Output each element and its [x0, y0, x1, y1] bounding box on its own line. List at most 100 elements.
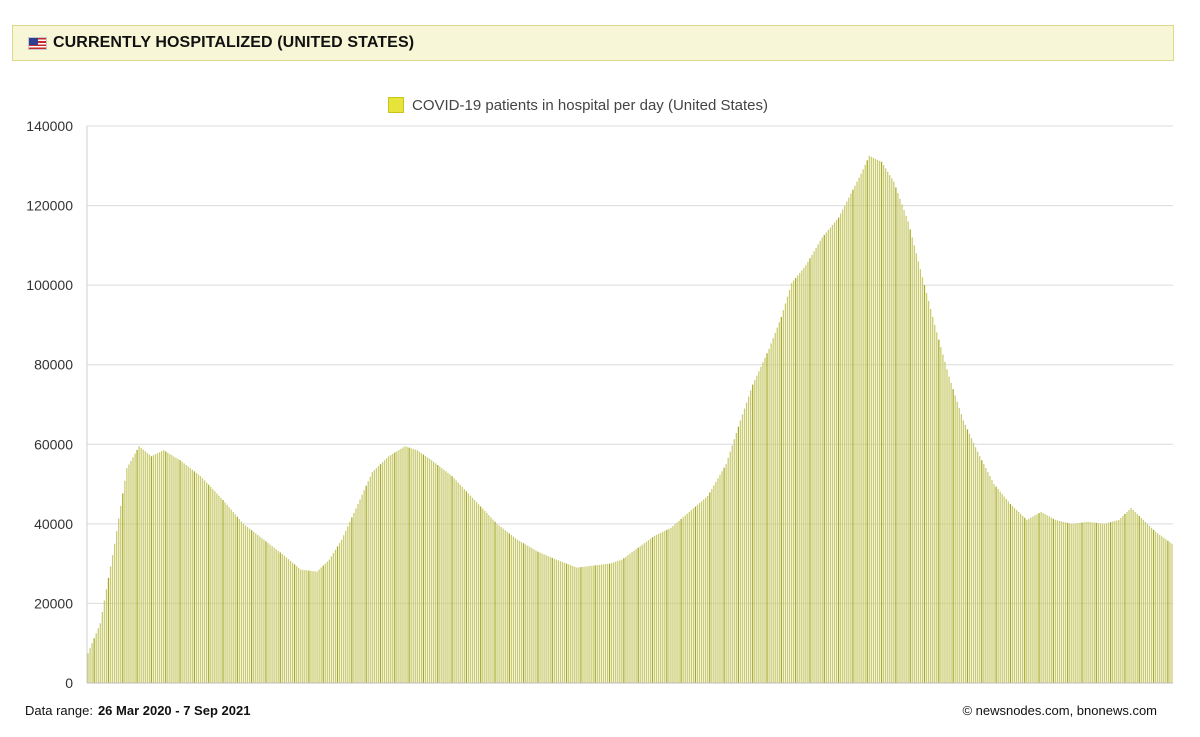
bar — [124, 480, 126, 683]
bar — [758, 371, 760, 683]
bar — [163, 450, 165, 683]
bar — [844, 205, 846, 683]
y-tick-label: 100000 — [26, 277, 73, 293]
bar — [1081, 522, 1083, 683]
bar — [338, 543, 341, 683]
bar — [216, 493, 218, 683]
bar — [435, 463, 437, 683]
bar — [846, 201, 848, 683]
bar — [144, 451, 146, 683]
bar — [514, 538, 517, 683]
bar — [705, 497, 707, 683]
bar — [293, 564, 296, 683]
bar — [1038, 513, 1040, 683]
bar — [97, 628, 99, 683]
bar — [291, 562, 294, 683]
bar — [109, 566, 112, 683]
bar — [891, 178, 893, 683]
bar — [1142, 519, 1144, 683]
bar — [504, 530, 506, 683]
bar — [349, 521, 351, 683]
bar — [543, 554, 545, 683]
bar — [396, 451, 398, 683]
bar — [678, 520, 680, 683]
chart-legend[interactable]: COVID-19 patients in hospital per day (U… — [388, 95, 768, 115]
bar — [379, 464, 382, 683]
bar — [347, 526, 349, 683]
bar — [792, 280, 795, 683]
copyright-text: © newsnodes.com, bnonews.com — [962, 703, 1157, 718]
bar — [950, 382, 952, 683]
bar — [598, 564, 600, 683]
bar — [553, 558, 555, 683]
bar — [465, 491, 468, 683]
bar — [561, 562, 564, 683]
bar — [420, 453, 423, 683]
data-range-value: 26 Mar 2020 - 7 Sep 2021 — [97, 703, 251, 718]
bar — [876, 159, 879, 683]
bar — [520, 542, 523, 683]
bar — [850, 193, 852, 683]
bar — [152, 455, 155, 683]
bar — [557, 560, 560, 683]
bar — [848, 197, 850, 684]
bar — [492, 519, 494, 683]
bar — [1069, 523, 1071, 683]
bar — [938, 339, 940, 683]
bar — [694, 506, 697, 683]
bar — [952, 389, 954, 683]
bar — [760, 366, 762, 683]
bar — [993, 484, 995, 683]
bar — [171, 455, 173, 683]
bar — [870, 156, 872, 683]
bar — [551, 557, 553, 683]
bar — [1017, 511, 1020, 683]
bar — [737, 426, 740, 683]
bar — [449, 474, 451, 683]
bar — [392, 453, 394, 683]
bar — [1085, 522, 1087, 683]
bar — [803, 267, 805, 683]
bar — [905, 215, 907, 684]
bar — [1169, 542, 1171, 683]
bar — [443, 469, 445, 683]
bar — [430, 460, 433, 683]
bar — [999, 491, 1001, 683]
bar — [365, 485, 367, 683]
bar — [1046, 515, 1048, 683]
bar — [932, 316, 934, 683]
bar — [1132, 509, 1134, 683]
bar — [649, 538, 652, 683]
bar — [821, 237, 823, 683]
bar — [154, 454, 157, 683]
bar — [660, 532, 662, 683]
bar — [809, 258, 811, 683]
bar — [578, 567, 580, 683]
bar — [856, 181, 858, 683]
bar — [764, 357, 766, 683]
bar — [156, 453, 159, 683]
bar — [921, 277, 924, 683]
bar — [1056, 520, 1059, 683]
bar — [602, 564, 605, 683]
bar — [752, 384, 754, 683]
bar — [1105, 523, 1108, 683]
bar — [882, 165, 885, 683]
bar — [1091, 522, 1093, 683]
bar — [199, 476, 202, 683]
bar — [428, 458, 431, 683]
bar — [273, 547, 275, 683]
bar — [267, 542, 269, 683]
bar — [658, 533, 660, 683]
bar — [471, 497, 474, 683]
bar — [1026, 519, 1028, 683]
bar — [721, 471, 723, 683]
bar — [255, 533, 257, 683]
bar — [400, 448, 402, 683]
bar — [1095, 522, 1097, 683]
bar — [840, 213, 842, 683]
bar — [549, 557, 551, 683]
bar — [541, 553, 543, 683]
bar — [946, 369, 948, 683]
bar — [484, 510, 486, 683]
